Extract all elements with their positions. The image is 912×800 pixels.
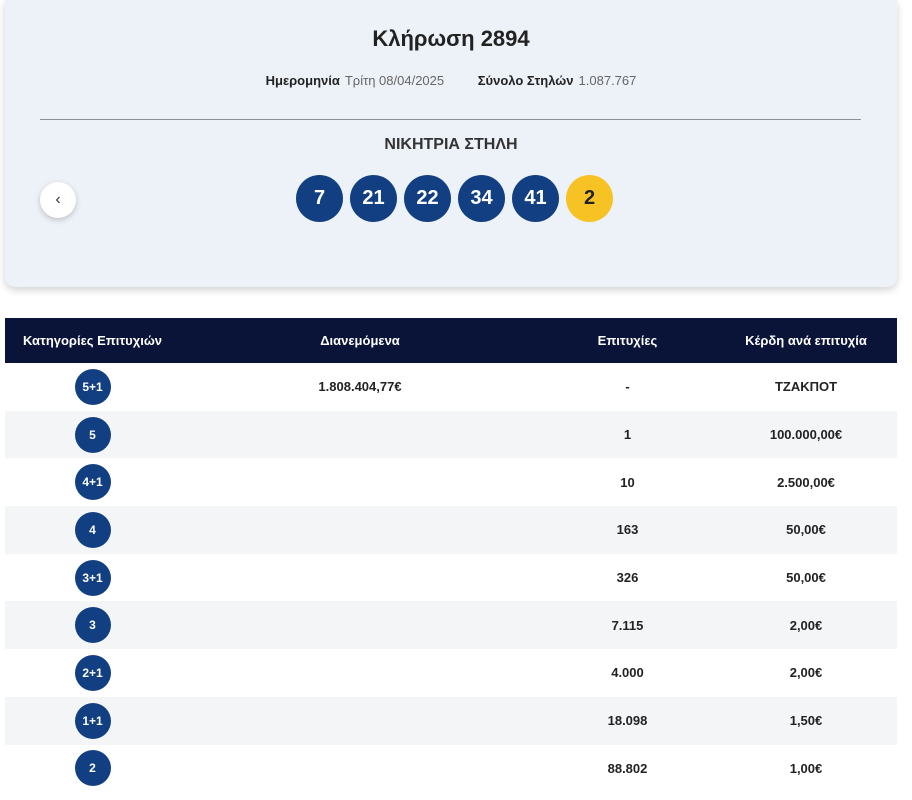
table-row: 4 163 50,00€ (5, 506, 897, 554)
cell-category: 3 (5, 601, 180, 650)
table-row: 4+1 10 2.500,00€ (5, 458, 897, 506)
cell-winners: 88.802 (607, 760, 648, 776)
cell-distributed: 1.808.404,77€ (318, 379, 402, 395)
cell-distributed (180, 410, 540, 459)
winning-label: ΝΙΚΗΤΡΙΑ ΣΤΗΛΗ (384, 136, 518, 153)
cell-category: 2+1 (5, 649, 180, 697)
column-header: Κατηγορίες Επιτυχιών (5, 318, 180, 363)
cell-winners: - (625, 379, 630, 395)
draw-title: Κλήρωση 2894 (372, 26, 530, 51)
column-header: Κέρδη ανά επιτυχία (715, 318, 897, 363)
number-ball: 21 (350, 175, 397, 222)
cell-winners: 7.115 (540, 601, 715, 650)
category-badge: 5 (74, 416, 111, 453)
cell-category: 1+1 (5, 696, 180, 745)
category-badge: 2 (74, 750, 111, 787)
winning-numbers: 7 21 22 34 41 2 (5, 175, 897, 222)
cell-winners: 326 (616, 570, 639, 586)
cell-distributed (180, 745, 540, 793)
divider (40, 119, 861, 120)
joker-ball: 2 (566, 175, 613, 222)
cell-distributed (180, 506, 540, 554)
draw-info: Ημερομηνία Τρίτη 08/04/2025 Σύνολο Στηλών… (5, 73, 897, 88)
total-value: 1.087.767 (578, 73, 637, 88)
date-label: Ημερομηνία (265, 73, 340, 88)
category-badge: 1+1 (74, 702, 111, 739)
cell-category: 3+1 (5, 554, 180, 602)
cell-category: 5+1 (5, 363, 180, 411)
cell-distributed (180, 649, 540, 697)
cell-prize: 100.000,00€ (715, 410, 897, 459)
cell-prize: ΤΖΑΚΠΟΤ (774, 379, 838, 395)
cell-winners: 10 (620, 474, 635, 490)
cell-winners: 4.000 (611, 665, 644, 681)
cell-prize: 50,00€ (715, 506, 897, 554)
cell-winners: 18.098 (540, 696, 715, 745)
cell-prize: 2,00€ (789, 665, 823, 681)
category-badge: 3+1 (74, 559, 111, 596)
cell-prize: 1,50€ (715, 696, 897, 745)
cell-distributed (180, 696, 540, 745)
cell-prize: 50,00€ (786, 570, 826, 586)
cell-category: 4+1 (5, 458, 180, 506)
cell-distributed (180, 601, 540, 650)
category-badge: 3 (74, 607, 111, 644)
cell-winners: 1 (540, 410, 715, 459)
column-header: Διανεμόμενα (180, 318, 540, 363)
number-ball: 7 (296, 175, 343, 222)
prize-table: Κατηγορίες Επιτυχιών Διανεμόμενα Επιτυχίες… (5, 318, 897, 792)
number-ball: 34 (458, 175, 505, 222)
category-badge: 4+1 (74, 464, 111, 501)
table-row: 3 7.115 2,00€ (5, 601, 897, 650)
table-row: 1+1 18.098 1,50€ (5, 696, 897, 745)
cell-distributed (180, 458, 540, 506)
table-row: 5+1 1.808.404,77€ - ΤΖΑΚΠΟΤ (5, 363, 897, 411)
number-ball: 41 (512, 175, 559, 222)
cell-category: 2 (5, 745, 180, 793)
column-header: Επιτυχίες (540, 318, 715, 363)
back-button[interactable]: ‹ (40, 182, 76, 218)
cell-prize: 1,00€ (789, 760, 823, 776)
category-badge: 5+1 (74, 368, 111, 405)
number-ball: 22 (404, 175, 451, 222)
cell-category: 4 (5, 506, 180, 554)
category-badge: 2+1 (74, 654, 111, 691)
cell-category: 5 (5, 410, 180, 459)
table-row: 2+1 4.000 2,00€ (5, 649, 897, 697)
date-value: Τρίτη 08/04/2025 (344, 73, 445, 88)
cell-winners: 163 (540, 506, 715, 554)
cell-prize: 2.500,00€ (777, 474, 835, 490)
table-header: Κατηγορίες Επιτυχιών Διανεμόμενα Επιτυχίες… (5, 318, 897, 363)
category-badge: 4 (74, 511, 111, 548)
cell-distributed (180, 554, 540, 602)
table-row: 3+1 326 50,00€ (5, 554, 897, 602)
table-row: 5 1 100.000,00€ (5, 410, 897, 459)
table-row: 2 88.802 1,00€ (5, 745, 897, 793)
draw-card: Κλήρωση 2894 Ημερομηνία Τρίτη 08/04/2025 … (5, 0, 897, 287)
total-label: Σύνολο Στηλών (477, 73, 574, 88)
cell-prize: 2,00€ (715, 601, 897, 650)
